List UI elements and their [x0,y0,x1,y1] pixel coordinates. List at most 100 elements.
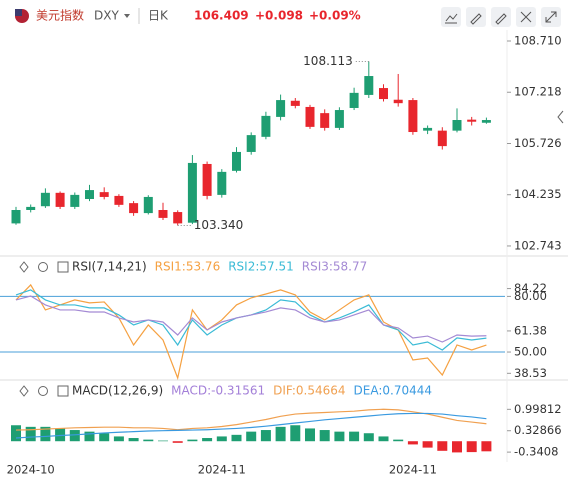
candle-body [70,194,80,207]
histogram-bar [334,431,345,442]
candle-body [481,120,491,123]
candle-body [40,192,50,207]
candle-body [217,171,227,195]
histogram-bar [422,441,433,448]
y-tick-label: 0.99812 [514,402,562,416]
candle-body [143,196,153,214]
histogram-bar [363,433,374,442]
candle-body [467,119,477,122]
legend-entry: DIF:0.54664 [273,384,345,398]
histogram-bar [349,431,360,442]
y-tick-label: 104.235 [514,187,562,201]
candle-body [26,206,36,210]
y-tick-label: 105.726 [514,136,562,150]
candle-body [349,92,359,108]
histogram-bar [202,438,213,442]
tool-icon [445,13,458,24]
histogram-bar [172,441,183,443]
candle-body [114,195,124,205]
histogram-bar [452,441,462,453]
candle-body [187,162,197,223]
x-tick-label: 2024-11 [198,463,246,477]
histogram-bar [378,436,389,442]
candle-body [408,100,418,133]
series-line [15,289,487,351]
series-line [15,412,487,439]
histogram-bar [216,436,227,442]
candle-body [55,192,65,207]
histogram-bar [290,425,301,442]
settings-icon[interactable] [38,262,48,272]
macd-tools [19,385,69,397]
histogram-bar [407,441,418,445]
indicator-icon[interactable] [57,385,69,397]
y-tick-label: 84.22 [514,281,547,295]
candle-body [261,115,271,137]
y-tick-label: 80.00 [514,289,547,303]
annotation: 103.340 [194,218,244,232]
symbol[interactable]: DXY [94,9,119,23]
flag-canton [15,9,22,16]
tool-icon [495,13,507,25]
histogram-bar [128,438,139,442]
y-tick-label: 107.218 [514,85,562,99]
candle-body [334,110,344,128]
series-line [15,295,487,343]
histogram-bar [69,430,80,442]
indicator-title: RSI(7,14,21) [72,260,147,274]
histogram-bar [187,439,198,442]
series-line [15,408,487,431]
period[interactable]: 日K [148,9,169,23]
candle-body [320,113,330,128]
candle-body [158,210,168,218]
change: +0.098 [255,9,303,23]
histogram-bar [84,431,95,442]
histogram-bar [25,426,36,442]
histogram-bar [437,441,448,451]
eye-icon[interactable] [19,385,29,397]
tool-icon [545,11,557,23]
y-tick-label: 61.38 [514,323,547,337]
histogram-bar [55,428,66,442]
histogram-bar [143,439,154,442]
histogram-bar [246,431,257,442]
candle-body [202,163,212,196]
candle-body [364,76,374,95]
legend-entry: MACD:-0.31561 [171,384,265,398]
legend-entry: RSI3:58.77 [302,260,368,274]
histogram-bar [40,426,51,442]
price: 106.409 [194,9,249,23]
y-tick-label: 38.53 [514,366,547,380]
legend-entry: DEA:0.70444 [354,384,433,398]
candle-body [290,100,300,106]
candle-body [423,127,433,131]
candle-body [11,210,21,224]
eye-icon[interactable] [19,261,29,273]
y-tick-label: 102.743 [514,238,562,252]
histogram-bar [466,441,477,453]
collapse-arrow[interactable] [557,110,564,124]
y-tick-label: -0.3408 [514,445,558,459]
y-tick-label: 50.00 [514,345,547,359]
rsi-tools [19,261,69,273]
candle-body [232,151,241,171]
instrument-name: 美元指数 [36,8,84,23]
histogram-bar [393,439,404,442]
candle-body [437,130,447,147]
dropdown-arrow[interactable] [124,14,130,18]
histogram-bar [275,426,286,442]
candle-body [379,88,388,100]
histogram-bar [260,430,271,442]
histogram-bar [158,440,168,442]
indicator-title: MACD(12,26,9) [72,384,163,398]
candle-body [99,192,109,197]
settings-icon[interactable] [38,386,48,396]
legend-entry: RSI1:53.76 [155,260,221,274]
y-tick-label: 0.32866 [514,423,562,437]
annotation: 108.113 [303,54,353,68]
histogram-bar [99,433,110,442]
candle-body [85,190,94,200]
indicator-icon[interactable] [57,261,69,273]
tool-icon [520,11,532,23]
histogram-bar [113,436,124,442]
